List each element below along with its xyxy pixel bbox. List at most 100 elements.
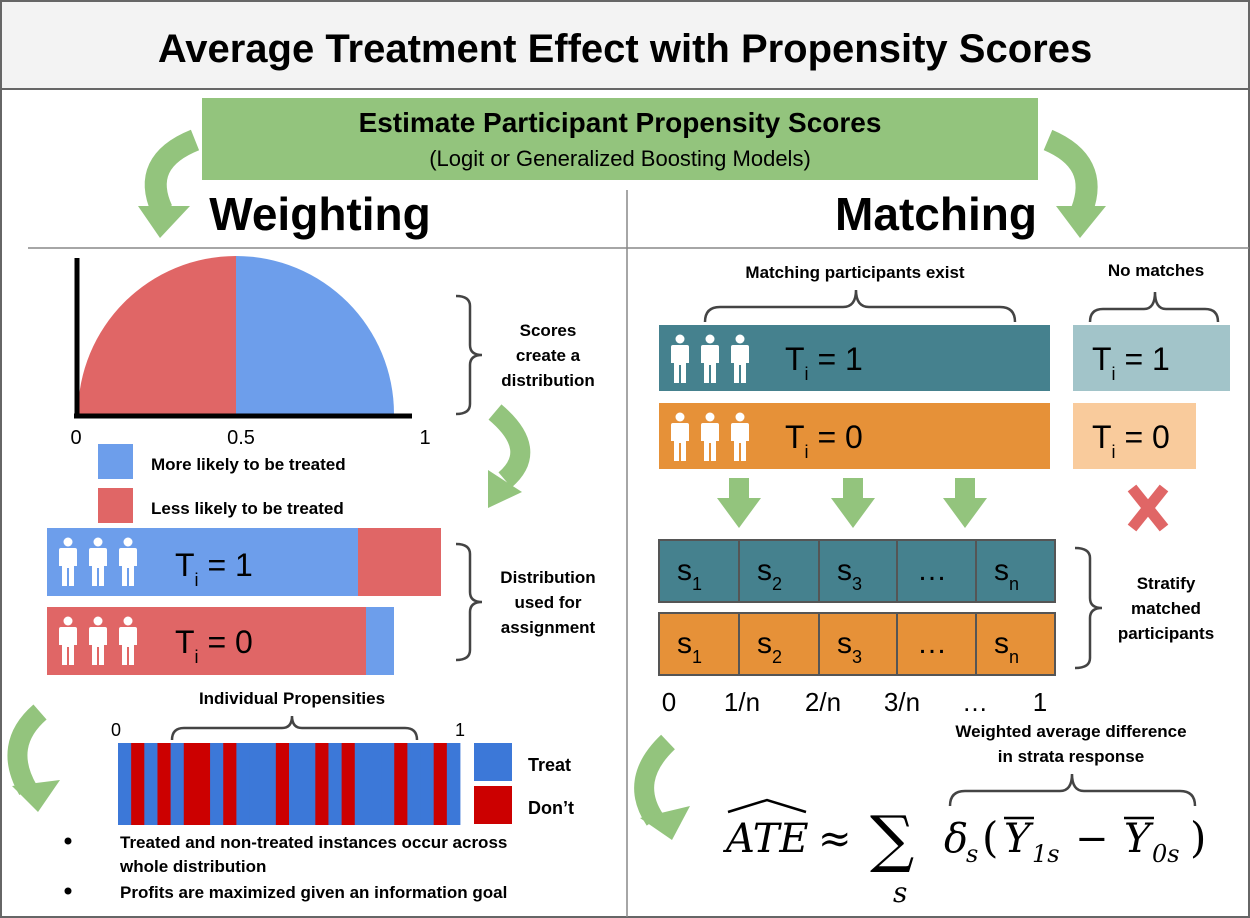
formula-approx: ≈ <box>818 816 852 862</box>
brace-scores <box>455 294 483 416</box>
formula-open-paren: ( <box>982 813 998 862</box>
formula-y1-sub: 1s <box>1032 840 1060 868</box>
stratum-label: s2 <box>757 627 782 667</box>
stratify-line-3: participants <box>1118 624 1214 643</box>
arrow-to-formula <box>634 734 690 840</box>
individual-mark <box>131 743 145 825</box>
matched-bar-control-label: Ti = 0 <box>785 419 863 462</box>
strata-scale: 0 1/n 2/n 3/n … 1 <box>662 687 1047 717</box>
stratify-line-2: matched <box>1131 599 1201 618</box>
stratum-label: s3 <box>837 554 862 594</box>
scale-tick: 2/n <box>805 687 841 717</box>
individual-mark <box>289 743 303 825</box>
formula-sum-sub: s <box>893 876 907 909</box>
stratum-cell: s3 <box>818 539 898 603</box>
weighting-bar-treated-rest <box>358 528 441 596</box>
stratum-label: … <box>917 627 947 660</box>
formula-delta-sub: s <box>966 840 978 868</box>
arrow-to-individual <box>7 704 60 812</box>
scale-tick: … <box>962 687 988 717</box>
scale-tick: 0 <box>662 687 676 717</box>
brace-assignment <box>455 542 483 662</box>
individual-mark <box>341 743 356 825</box>
formula-delta: δ <box>944 816 968 862</box>
nomatch-box-control-rect <box>1073 403 1196 469</box>
individual-mark <box>275 743 290 825</box>
individual-mark <box>210 743 224 825</box>
individual-mark <box>420 743 435 825</box>
down-arrow <box>717 478 761 528</box>
individual-tick-start: 0 <box>111 720 121 740</box>
dist-tick-half: 0.5 <box>227 427 255 449</box>
stratum-label: s3 <box>837 627 862 667</box>
no-match-x-icon <box>1127 484 1169 532</box>
bullet-1-line-2: whole distribution <box>119 857 266 876</box>
legend-label-dont: Don’t <box>528 798 574 818</box>
formula-ate: ATE <box>722 816 809 862</box>
stratum-cell: s3 <box>818 612 898 676</box>
matched-bar-treated: Ti = 1 <box>659 325 1050 391</box>
individual-mark <box>236 743 250 825</box>
scale-tick: 1/n <box>724 687 760 717</box>
formula-hat <box>727 798 807 814</box>
nomatch-box-control: Ti = 0 <box>1073 403 1196 469</box>
stratum-cell: … <box>896 539 977 603</box>
stratify-brace <box>1074 546 1103 670</box>
individual-mark <box>249 743 264 825</box>
stratum-cell: sn <box>975 612 1056 676</box>
matched-bar-control: Ti = 0 <box>659 403 1050 469</box>
individual-mark <box>328 743 343 825</box>
weighting-bar-control-label: Ti = 0 <box>175 624 253 667</box>
bullet-1-line-1: Treated and non-treated instances occur … <box>120 833 507 852</box>
individual-mark <box>157 743 172 825</box>
bullet-dot <box>64 837 72 845</box>
down-arrow <box>831 478 875 528</box>
individual-tick-end: 1 <box>455 720 465 740</box>
individual-mark <box>354 743 369 825</box>
legend-swatch-dont <box>474 786 512 824</box>
individual-brace <box>170 715 419 741</box>
formula-y0: Y <box>1124 816 1154 862</box>
nomatch-box-control-label: Ti = 0 <box>1092 419 1170 462</box>
dist-tick-0: 0 <box>70 427 81 449</box>
stratum-cell: s2 <box>738 612 820 676</box>
nomatch-box-treated: Ti = 1 <box>1073 325 1230 391</box>
weighting-bar-control-rest <box>366 607 394 675</box>
individual-title: Individual Propensities <box>199 689 385 708</box>
matched-label: Matching participants exist <box>745 263 964 282</box>
scale-tick: 3/n <box>884 687 920 717</box>
individual-mark <box>433 743 448 825</box>
stratum-cell: s1 <box>658 539 740 603</box>
stratum-label: s1 <box>677 554 702 594</box>
individual-mark <box>446 743 461 825</box>
weighting-bar-treated-label: Ti = 1 <box>175 547 253 590</box>
strata-grid: s1 s2 s3 … sn s1 s2 s3 … sn <box>658 539 1056 676</box>
weighted-line-2: in strata response <box>998 747 1144 766</box>
individual-mark <box>223 743 237 825</box>
brace-assignment-line-1: Distribution <box>500 568 595 587</box>
individual-strip <box>118 743 461 825</box>
formula-y1: Y <box>1004 816 1034 862</box>
dist-segment-more <box>236 256 394 414</box>
individual-mark <box>367 743 382 825</box>
individual-mark <box>315 743 329 825</box>
individual-mark <box>394 743 408 825</box>
ate-formula: ATE ≈ ∑ s δ s ( Y 1s − Y 0s ) <box>722 798 1206 909</box>
individual-mark <box>118 743 132 825</box>
individual-mark <box>144 743 158 825</box>
stratify-line-1: Stratify <box>1137 574 1196 593</box>
nomatch-box-treated-rect <box>1073 325 1230 391</box>
page-title: Average Treatment Effect with Propensity… <box>158 27 1092 71</box>
individual-mark <box>302 743 316 825</box>
dist-tick-1: 1 <box>419 427 430 449</box>
stratum-label: sn <box>994 627 1019 667</box>
individual-mark <box>381 743 395 825</box>
formula-y0-sub: 0s <box>1152 840 1180 868</box>
formula-sum: ∑ <box>870 802 914 875</box>
brace-scores-line-2: create a <box>516 346 581 365</box>
legend-label-less: Less likely to be treated <box>151 499 344 518</box>
individual-mark <box>170 743 185 825</box>
estimate-subheading: (Logit or Generalized Boosting Models) <box>429 146 811 171</box>
